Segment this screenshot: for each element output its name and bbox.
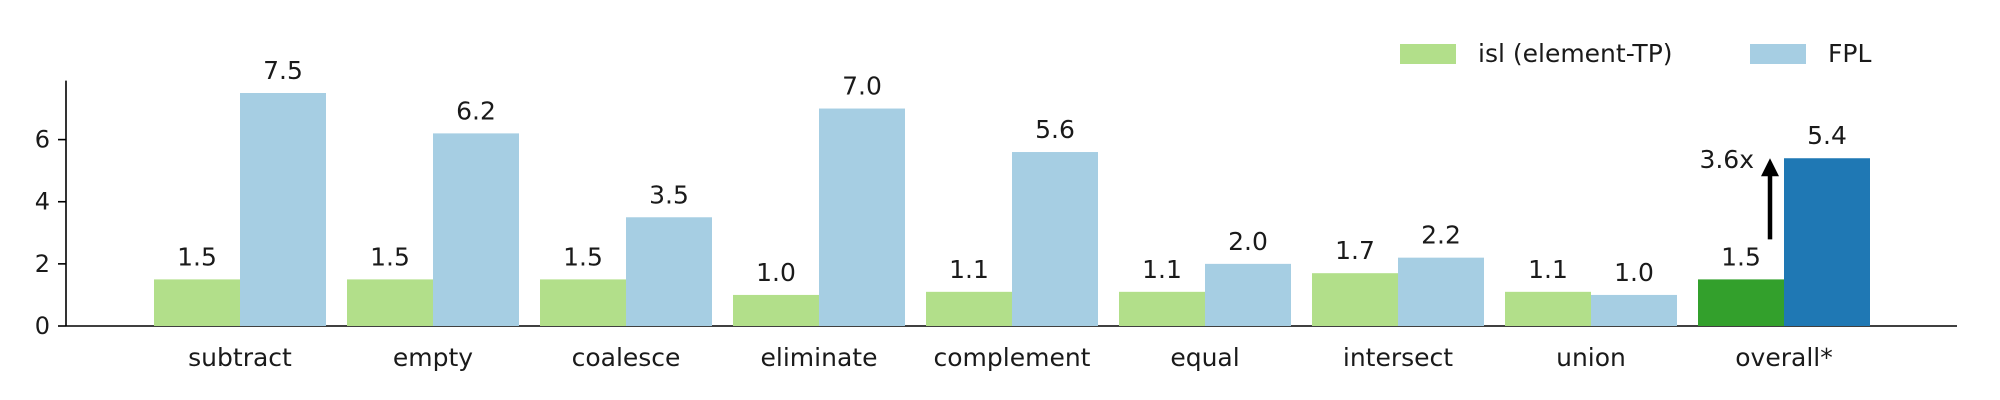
legend: isl (element-TP) FPL [1400, 39, 1871, 68]
value-label-fpl-coalesce: 3.5 [649, 180, 689, 209]
bar-fpl-complement [1012, 152, 1098, 326]
y-tick-label: 2 [35, 250, 50, 278]
value-labels: 1.5 7.5 1.5 6.2 1.5 3.5 1.0 7.0 1.1 5.6 1.1 2.0 1.7 2… [177, 56, 1847, 287]
value-label-fpl-intersect: 2.2 [1421, 221, 1461, 250]
bars [154, 93, 1870, 327]
y-tick-label: 0 [35, 312, 50, 340]
value-label-isl-complement: 1.1 [949, 255, 989, 284]
bar-isl-empty [347, 279, 433, 326]
bar-fpl-coalesce [626, 217, 712, 326]
value-label-fpl-overall*: 5.4 [1807, 121, 1847, 150]
value-label-fpl-subtract: 7.5 [263, 56, 303, 85]
value-label-isl-coalesce: 1.5 [563, 242, 603, 271]
bar-isl-union [1505, 291, 1591, 326]
value-label-isl-eliminate: 1.0 [756, 258, 796, 287]
bar-isl-intersect [1312, 273, 1398, 326]
category-label-equal: equal [1170, 343, 1239, 372]
value-label-fpl-eliminate: 7.0 [842, 72, 882, 101]
legend-label-1: FPL [1828, 39, 1871, 68]
value-label-fpl-equal: 2.0 [1228, 227, 1268, 256]
category-label-overall*: overall* [1735, 343, 1832, 372]
value-label-fpl-complement: 5.6 [1035, 115, 1075, 144]
category-label-coalesce: coalesce [572, 343, 681, 372]
category-labels: subtract empty coalesce eliminate complement… [188, 343, 1833, 372]
bar-isl-complement [926, 291, 1012, 326]
bar-fpl-empty [433, 133, 519, 326]
category-label-eliminate: eliminate [761, 343, 878, 372]
y-tick-label: 6 [35, 126, 50, 154]
bar-fpl-overall* [1784, 158, 1870, 326]
bar-isl-equal [1119, 291, 1205, 326]
value-label-fpl-union: 1.0 [1614, 258, 1654, 287]
bar-fpl-intersect [1398, 257, 1484, 326]
legend-swatch-0 [1400, 44, 1456, 64]
category-label-subtract: subtract [188, 343, 292, 372]
y-tick-label: 4 [35, 188, 50, 216]
value-label-isl-intersect: 1.7 [1335, 236, 1375, 265]
bar-isl-eliminate [733, 294, 819, 326]
speedup-annotation: 3.6x [1699, 145, 1779, 240]
value-label-isl-overall*: 1.5 [1721, 242, 1761, 271]
category-label-complement: complement [934, 343, 1091, 372]
bar-fpl-subtract [240, 93, 326, 326]
value-label-isl-subtract: 1.5 [177, 242, 217, 271]
category-label-union: union [1556, 343, 1626, 372]
bar-isl-coalesce [540, 279, 626, 326]
bar-isl-subtract [154, 279, 240, 326]
annotation-arrow-head [1761, 158, 1779, 177]
value-label-isl-union: 1.1 [1528, 255, 1568, 284]
category-label-intersect: intersect [1343, 343, 1453, 372]
value-label-isl-equal: 1.1 [1142, 255, 1182, 284]
annotation-label: 3.6x [1699, 145, 1754, 174]
legend-label-0: isl (element-TP) [1478, 39, 1673, 68]
bar-fpl-eliminate [819, 108, 905, 327]
bar-isl-overall* [1698, 279, 1784, 326]
category-label-empty: empty [393, 343, 473, 372]
value-label-fpl-empty: 6.2 [456, 96, 496, 125]
bar-fpl-equal [1205, 263, 1291, 326]
value-label-isl-empty: 1.5 [370, 242, 410, 271]
bar-fpl-union [1591, 294, 1677, 326]
legend-swatch-1 [1750, 44, 1806, 64]
y-axis-ticks: 0 2 4 6 [35, 126, 66, 340]
